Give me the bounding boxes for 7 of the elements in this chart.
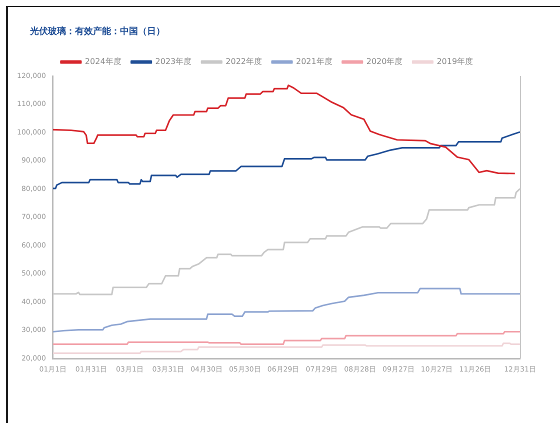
chart-title: 光伏玻璃：有效产能：中国（日） bbox=[30, 25, 165, 38]
legend-label: 2020年度 bbox=[366, 57, 403, 66]
legend-label: 2021年度 bbox=[296, 57, 332, 66]
legend-label: 2022年度 bbox=[226, 57, 262, 66]
legend-label: 2019年度 bbox=[436, 57, 474, 66]
legend-label: 2024年度 bbox=[84, 57, 122, 66]
legend-label: 2023年度 bbox=[155, 57, 192, 66]
